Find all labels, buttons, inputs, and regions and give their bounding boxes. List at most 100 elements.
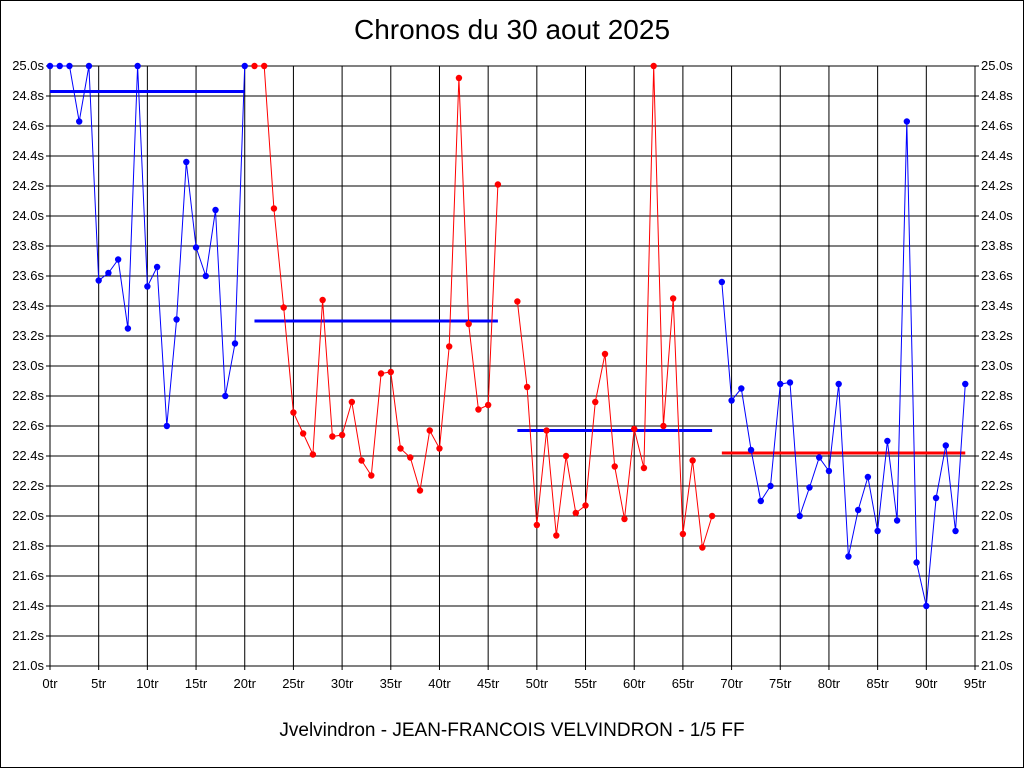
data-point: [309, 451, 317, 458]
x-tick-label: 70tr: [720, 676, 743, 691]
data-point: [202, 272, 209, 280]
data-point: [348, 398, 356, 406]
y-tick-label-left: 21.0s: [12, 658, 44, 673]
x-tick-label: 45tr: [477, 676, 500, 691]
y-tick-label-right: 22.0s: [981, 508, 1013, 523]
data-point: [319, 296, 326, 304]
y-tick-label-left: 22.4s: [12, 448, 44, 463]
data-point: [134, 62, 141, 70]
data-point: [484, 401, 492, 409]
data-point: [251, 62, 258, 70]
y-tick-label-right: 21.8s: [981, 538, 1013, 553]
data-point: [455, 74, 463, 82]
data-point: [767, 482, 774, 490]
data-point: [407, 454, 414, 461]
x-tick-label: 90tr: [915, 676, 938, 691]
data-point: [806, 484, 813, 491]
data-point: [144, 283, 151, 290]
data-point: [932, 494, 940, 502]
data-point: [397, 445, 404, 452]
y-tick-label-left: 22.6s: [12, 418, 44, 433]
y-tick-label-left: 23.0s: [12, 358, 44, 373]
data-point: [728, 397, 735, 404]
data-point: [222, 392, 229, 400]
x-tick-label: 5tr: [91, 676, 107, 691]
data-point: [212, 206, 219, 214]
data-point: [611, 463, 618, 470]
data-point: [475, 406, 482, 413]
x-tick-label: 85tr: [866, 676, 889, 691]
series-points: [46, 62, 969, 610]
y-tick-label-left: 24.8s: [12, 88, 44, 103]
y-tick-label-right: 24.8s: [981, 88, 1013, 103]
y-tick-label-right: 21.6s: [981, 568, 1013, 583]
y-tick-label-left: 23.6s: [12, 268, 44, 283]
y-tick-label-left: 25.0s: [12, 58, 44, 73]
data-point: [153, 263, 161, 271]
data-point: [582, 502, 589, 509]
data-point: [874, 527, 881, 535]
data-point: [163, 422, 171, 430]
data-point: [329, 433, 336, 440]
x-tick-label: 25tr: [282, 676, 305, 691]
y-tick-label-left: 21.6s: [12, 568, 44, 583]
data-point: [913, 559, 920, 566]
x-tick-label: 80tr: [818, 676, 841, 691]
data-point: [669, 295, 677, 302]
data-point: [76, 118, 83, 125]
data-point: [358, 457, 365, 464]
chart-title: Chronos du 30 aout 2025: [353, 14, 671, 45]
data-point: [338, 431, 346, 439]
data-point: [601, 350, 609, 358]
data-point: [640, 464, 648, 472]
y-tick-label-left: 23.4s: [12, 298, 44, 313]
data-point: [718, 278, 726, 286]
data-point: [416, 487, 424, 494]
data-point: [85, 62, 93, 70]
average-lines: [50, 90, 966, 455]
y-tick-label-left: 22.8s: [12, 388, 44, 403]
data-point: [738, 385, 745, 392]
y-tick-label-right: 22.4s: [981, 448, 1013, 463]
y-tick-label-right: 24.4s: [981, 148, 1013, 163]
data-point: [66, 62, 73, 70]
data-point: [631, 425, 638, 433]
data-point: [825, 467, 833, 475]
series-line-2: [254, 65, 499, 491]
x-tick-label: 35tr: [380, 676, 403, 691]
data-point: [708, 512, 716, 520]
data-point: [514, 298, 521, 305]
x-tick-label: 40tr: [428, 676, 451, 691]
y-tick-label-left: 21.2s: [12, 628, 44, 643]
x-tick-label: 55tr: [574, 676, 597, 691]
data-point: [562, 452, 570, 460]
y-tick-label-right: 21.4s: [981, 598, 1013, 613]
data-point: [523, 383, 531, 391]
series-line-4: [721, 121, 966, 607]
x-tick-label: 65tr: [672, 676, 695, 691]
data-point: [299, 430, 307, 437]
y-tick-label-right: 23.0s: [981, 358, 1013, 373]
y-tick-label-right: 22.8s: [981, 388, 1013, 403]
data-point: [747, 446, 755, 454]
y-tick-label-left: 24.2s: [12, 178, 44, 193]
data-point: [368, 472, 375, 479]
data-point: [387, 368, 394, 376]
data-point: [757, 497, 764, 505]
data-point: [46, 62, 54, 70]
x-tick-label: 30tr: [331, 676, 354, 691]
data-point: [533, 521, 541, 529]
data-point: [290, 409, 297, 416]
data-point: [660, 422, 667, 430]
data-point: [816, 454, 823, 461]
x-tick-label: 20tr: [234, 676, 257, 691]
data-point: [446, 343, 453, 350]
y-tick-label-left: 24.4s: [12, 148, 44, 163]
y-tick-label-right: 23.4s: [981, 298, 1013, 313]
data-point: [650, 62, 657, 70]
data-point: [426, 427, 433, 434]
y-tick-label-right: 24.0s: [981, 208, 1013, 223]
data-point: [377, 370, 385, 377]
data-point: [854, 506, 862, 514]
